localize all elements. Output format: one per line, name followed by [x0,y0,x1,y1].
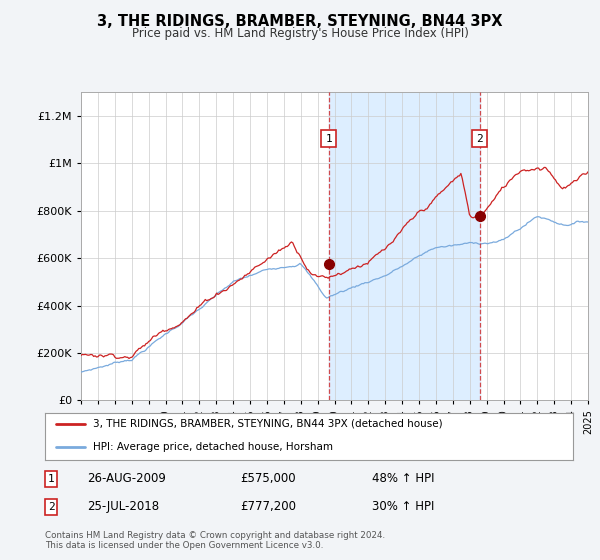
Text: 26-AUG-2009: 26-AUG-2009 [87,472,166,486]
Text: £777,200: £777,200 [240,500,296,514]
Text: £575,000: £575,000 [240,472,296,486]
Text: 3, THE RIDINGS, BRAMBER, STEYNING, BN44 3PX: 3, THE RIDINGS, BRAMBER, STEYNING, BN44 … [97,14,503,29]
Text: 2: 2 [47,502,55,512]
Text: Price paid vs. HM Land Registry's House Price Index (HPI): Price paid vs. HM Land Registry's House … [131,27,469,40]
Text: 48% ↑ HPI: 48% ↑ HPI [372,472,434,486]
Text: 2: 2 [476,134,483,143]
Text: HPI: Average price, detached house, Horsham: HPI: Average price, detached house, Hors… [92,442,332,452]
Text: 3, THE RIDINGS, BRAMBER, STEYNING, BN44 3PX (detached house): 3, THE RIDINGS, BRAMBER, STEYNING, BN44 … [92,419,442,428]
Text: Contains HM Land Registry data © Crown copyright and database right 2024.
This d: Contains HM Land Registry data © Crown c… [45,531,385,550]
Text: 1: 1 [325,134,332,143]
Text: 30% ↑ HPI: 30% ↑ HPI [372,500,434,514]
Text: 1: 1 [47,474,55,484]
Text: 25-JUL-2018: 25-JUL-2018 [87,500,159,514]
Bar [329,92,479,400]
